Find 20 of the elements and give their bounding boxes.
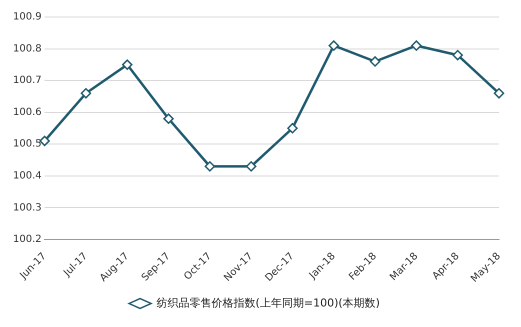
point (80, 88, 92, 99)
point (204, 161, 216, 172)
y-tick-label: 100.2 (12, 234, 42, 246)
legend-label: 纺织品零售价格指数(上年同期=100)(本期数) (156, 296, 380, 310)
point (163, 113, 174, 124)
point (246, 161, 256, 172)
point (122, 59, 132, 70)
y-tick-label: 100.4 (12, 170, 42, 182)
y-tick-label: 100.6 (12, 106, 42, 118)
point (452, 50, 463, 60)
y-tick-label: 100.7 (12, 75, 42, 86)
point (328, 40, 340, 51)
point (370, 56, 380, 67)
point (411, 40, 422, 51)
point (287, 122, 298, 134)
y-tick-label: 100.8 (12, 43, 42, 54)
y-tick-label: 100.5 (12, 138, 42, 150)
y-tick-label: 100.9 (12, 12, 42, 23)
point (494, 88, 504, 99)
y-tick-label: 100.3 (12, 202, 42, 214)
